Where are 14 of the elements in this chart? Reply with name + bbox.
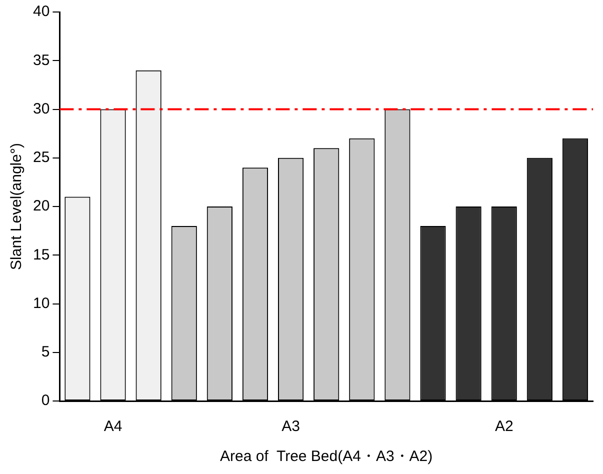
y-tick-label: 0 [41,392,50,410]
y-tick-label: 15 [32,246,50,264]
y-tick-label: 25 [32,149,50,166]
y-tick-label: 40 [32,3,50,20]
x-tick-label: A4 [104,418,122,436]
y-tick-label: 20 [32,198,50,215]
x-tick-label: A3 [282,418,300,436]
y-tick-label: 35 [32,52,50,69]
x-tick-label: A2 [494,418,514,436]
y-tick-label: 30 [32,100,50,118]
y-tick-label: 10 [32,294,50,312]
y-axis-title: Slant Level(angle°) [8,143,26,270]
y-tick-label: 5 [41,344,50,361]
x-axis-title: Area of Tree Bed(A4・A3・A2) [220,448,433,466]
